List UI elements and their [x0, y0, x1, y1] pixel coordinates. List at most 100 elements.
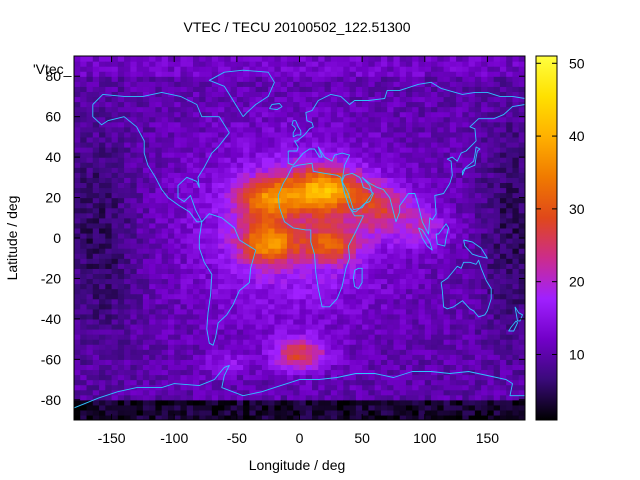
heat-cell: [74, 318, 81, 325]
heat-cell: [174, 258, 182, 264]
heat-cell: [261, 86, 269, 92]
heat-cell: [337, 207, 344, 214]
heat-cell: [80, 248, 88, 254]
heat-cell: [261, 76, 269, 82]
heat-cell: [337, 167, 344, 173]
heat-cell: [368, 182, 376, 189]
heat-cell: [493, 283, 501, 290]
heat-cell: [318, 389, 326, 396]
heat-cell: [355, 339, 363, 345]
heat-cell: [362, 91, 369, 98]
heat-cell: [431, 76, 438, 82]
heat-cell: [193, 131, 200, 138]
heat-cell: [337, 152, 344, 158]
heat-cell: [80, 313, 88, 320]
heat-cell: [362, 369, 369, 376]
heat-cell: [487, 243, 495, 249]
heat-cell: [493, 389, 501, 396]
heat-cell: [387, 187, 395, 194]
heat-cell: [468, 227, 476, 234]
heat-cell: [380, 344, 388, 350]
heat-cell: [462, 147, 470, 153]
heat-cell: [349, 329, 357, 335]
heat-cell: [236, 329, 244, 335]
heat-cell: [92, 369, 100, 376]
heat-cell: [286, 192, 294, 199]
heat-cell: [337, 182, 344, 189]
heat-cell: [443, 136, 451, 143]
heat-cell: [92, 409, 100, 416]
heat-cell: [149, 182, 157, 189]
heat-cell: [111, 288, 119, 295]
heat-cell: [349, 81, 357, 87]
heat-cell: [117, 177, 125, 183]
heat-cell: [180, 339, 188, 345]
heat-cell: [387, 76, 395, 82]
heat-cell: [487, 152, 495, 158]
heat-cell: [493, 394, 501, 401]
heat-cell: [130, 162, 138, 168]
heat-cell: [167, 303, 175, 310]
heat-cell: [274, 111, 282, 118]
heat-cell: [493, 298, 501, 305]
heat-cell: [99, 414, 106, 420]
heat-cell: [437, 131, 445, 138]
heat-cell: [111, 293, 119, 300]
heat-cell: [343, 354, 351, 360]
heat-cell: [105, 379, 113, 386]
heat-cell: [368, 339, 376, 345]
heat-cell: [280, 243, 288, 249]
heat-cell: [86, 334, 94, 340]
heat-cell: [393, 86, 401, 92]
heat-cell: [474, 136, 482, 143]
heat-cell: [167, 162, 175, 168]
heat-cell: [449, 409, 457, 416]
heat-cell: [324, 369, 332, 376]
heat-cell: [236, 273, 244, 280]
heat-cell: [418, 283, 426, 290]
heat-cell: [199, 359, 207, 365]
heat-cell: [142, 121, 150, 128]
heat-cell: [456, 323, 463, 330]
heat-cell: [318, 298, 326, 305]
heat-cell: [124, 278, 131, 285]
heat-cell: [186, 152, 194, 158]
heat-cell: [268, 217, 276, 224]
heat-cell: [224, 384, 232, 391]
heat-cell: [355, 379, 363, 386]
heat-cell: [211, 131, 219, 138]
heat-cell: [318, 76, 326, 82]
heat-cell: [324, 81, 332, 87]
heat-cell: [330, 273, 338, 280]
heat-cell: [92, 212, 100, 219]
heat-cell: [111, 147, 119, 153]
heat-cell: [155, 217, 163, 224]
heat-cell: [487, 404, 495, 411]
heat-cell: [368, 152, 376, 158]
heat-cell: [243, 167, 250, 173]
heat-cell: [481, 227, 489, 234]
heat-cell: [186, 273, 194, 280]
heat-cell: [230, 369, 238, 376]
heat-cell: [393, 344, 401, 350]
heat-cell: [493, 212, 501, 219]
heat-cell: [318, 258, 326, 264]
heat-cell: [362, 187, 369, 194]
heat-cell: [493, 288, 501, 295]
heat-cell: [337, 212, 344, 219]
heat-cell: [393, 116, 401, 123]
heat-cell: [274, 409, 282, 416]
heat-cell: [136, 187, 144, 194]
heat-cell: [261, 111, 269, 118]
heat-cell: [224, 96, 232, 103]
heat-cell: [337, 379, 344, 386]
heat-cell: [293, 136, 301, 143]
heat-cell: [236, 101, 244, 108]
heat-cell: [199, 389, 207, 396]
heat-cell: [236, 379, 244, 386]
heat-cell: [205, 399, 213, 406]
heat-cell: [117, 197, 125, 204]
heat-cell: [399, 207, 407, 214]
heat-cell: [412, 404, 420, 411]
heat-cell: [418, 298, 426, 305]
